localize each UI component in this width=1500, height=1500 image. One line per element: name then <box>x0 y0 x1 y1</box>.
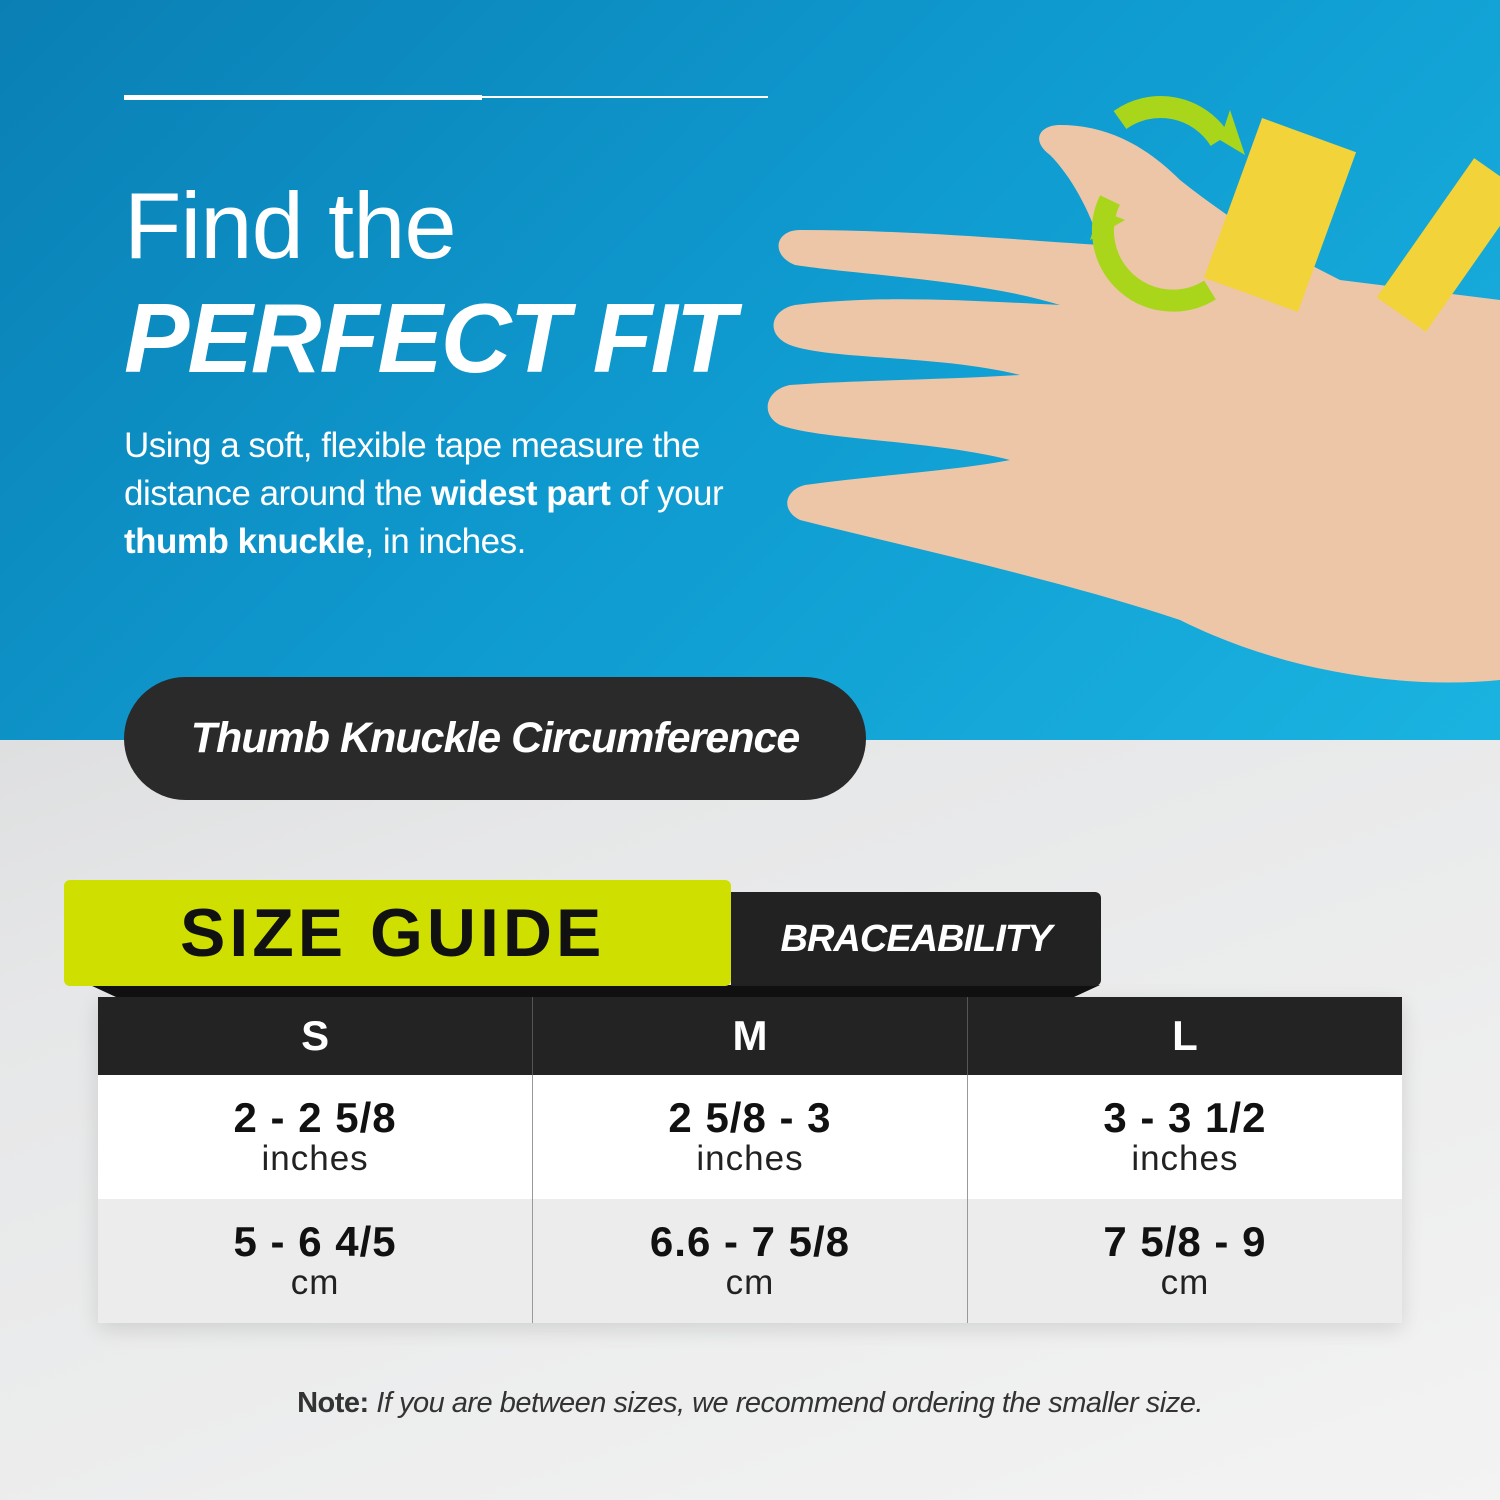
table-cell: 5 - 6 4/5 cm <box>98 1199 533 1323</box>
banner-shadow <box>90 985 1100 999</box>
unit-label: cm <box>725 1263 775 1302</box>
rotate-arrows-icon <box>1113 96 1230 147</box>
instructions-text: , in inches. <box>364 522 526 561</box>
title-line2: PERFECT FIT <box>124 283 736 393</box>
range-value: 5 - 6 4/5 <box>233 1218 397 1265</box>
table-cell: 3 - 3 1/2 inches <box>966 1075 1402 1199</box>
divider-line <box>124 95 482 100</box>
instructions-text: of your <box>610 474 724 513</box>
table-row: 5 - 6 4/5 cm 6.6 - 7 5/8 cm 7 5/8 - 9 cm <box>98 1199 1402 1323</box>
range-value: 3 - 3 1/2 <box>1103 1094 1267 1141</box>
table-cell: 2 5/8 - 3 inches <box>532 1075 968 1199</box>
title-line1: Find the <box>124 173 457 278</box>
brand-logo: BRACEABILITY <box>731 892 1101 986</box>
instructions-bold: widest part <box>431 474 611 513</box>
size-guide-title: SIZE GUIDE <box>64 880 731 986</box>
unit-label: cm <box>1160 1263 1210 1302</box>
range-value: 6.6 - 7 5/8 <box>649 1218 851 1265</box>
tape-measure <box>1203 118 1357 312</box>
table-header-row: S M L <box>98 997 1402 1075</box>
measurement-label: Thumb Knuckle Circumference <box>124 677 866 800</box>
unit-label: inches <box>261 1139 369 1178</box>
instructions-text: Using a soft, flexible tape measure the … <box>124 426 700 513</box>
divider-line-thin <box>482 96 768 98</box>
sizing-note: Note: If you are between sizes, we recom… <box>0 1387 1500 1420</box>
table-row: 2 - 2 5/8 inches 2 5/8 - 3 inches 3 - 3 1/… <box>98 1075 1402 1199</box>
instructions: Using a soft, flexible tape measure the … <box>124 422 724 566</box>
unit-label: cm <box>290 1263 340 1302</box>
instructions-bold: thumb knuckle <box>124 522 365 561</box>
range-value: 2 - 2 5/8 <box>233 1094 397 1141</box>
table-cell: 7 5/8 - 9 cm <box>966 1199 1402 1323</box>
hand-with-tape-measure-image <box>767 96 1500 683</box>
note-text: If you are between sizes, we recommend o… <box>368 1387 1203 1419</box>
size-table: S M L 2 - 2 5/8 inches 2 5/8 - 3 inches 3 … <box>98 997 1402 1323</box>
unit-label: inches <box>1131 1139 1239 1178</box>
table-cell: 6.6 - 7 5/8 cm <box>532 1199 968 1323</box>
size-l-header: L <box>966 997 1402 1075</box>
range-value: 2 5/8 - 3 <box>668 1094 832 1141</box>
size-s-header: S <box>98 997 533 1075</box>
range-value: 7 5/8 - 9 <box>1103 1218 1267 1265</box>
table-cell: 2 - 2 5/8 inches <box>98 1075 533 1199</box>
size-m-header: M <box>532 997 968 1075</box>
note-label: Note: <box>297 1387 369 1419</box>
unit-label: inches <box>696 1139 804 1178</box>
